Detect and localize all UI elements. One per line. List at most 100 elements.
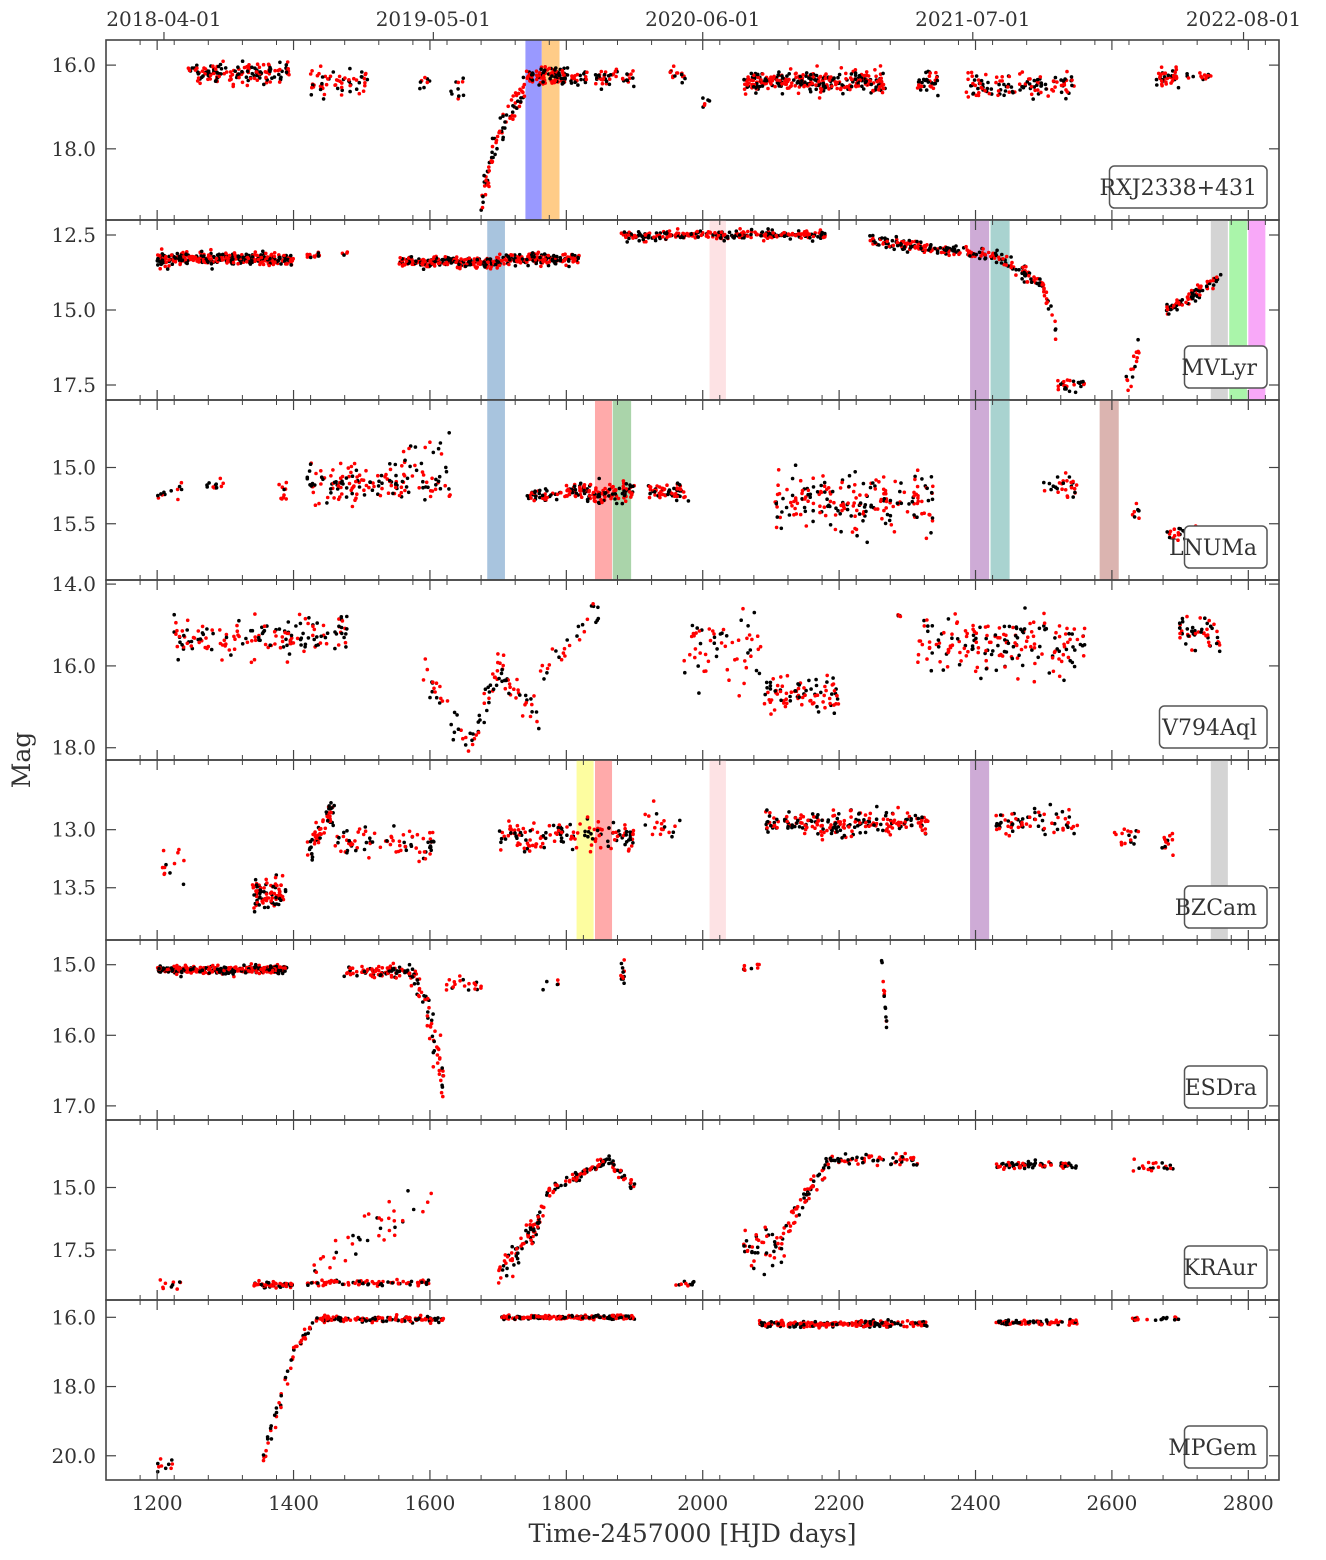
data-point-red	[1033, 88, 1037, 93]
data-point-black	[929, 668, 934, 673]
data-point-red	[352, 76, 356, 81]
data-point-red	[443, 254, 448, 259]
data-point-red	[800, 702, 804, 707]
data-point-black	[1067, 631, 1071, 636]
data-point-red	[313, 830, 317, 834]
data-point-black	[840, 836, 844, 840]
data-point-red	[778, 689, 783, 694]
data-point-red	[769, 75, 773, 79]
data-point-red	[996, 93, 1000, 98]
data-point-red	[496, 652, 500, 656]
data-point-red	[780, 684, 785, 688]
data-point-red	[278, 645, 283, 650]
data-point-red	[984, 72, 988, 77]
data-point-black	[447, 258, 452, 262]
data-point-red	[391, 838, 395, 843]
data-point-black	[583, 833, 587, 838]
data-point-black	[444, 465, 448, 470]
data-point-red	[407, 829, 412, 834]
y-tick-label: 18.0	[51, 137, 96, 161]
data-point-black	[541, 80, 545, 84]
data-point-black	[804, 71, 809, 75]
data-point-red	[255, 62, 260, 66]
data-point-red	[177, 634, 182, 639]
data-point-red	[230, 72, 235, 77]
data-point-red	[434, 681, 439, 685]
data-point-black	[271, 884, 276, 889]
data-point-red	[1031, 620, 1036, 624]
data-point-black	[808, 236, 812, 240]
data-point-black	[862, 818, 866, 822]
data-point-red	[772, 823, 777, 828]
data-point-black	[380, 481, 384, 486]
data-point-red	[512, 114, 517, 118]
data-point-red	[1042, 488, 1047, 493]
data-point-black	[209, 647, 214, 652]
data-point-red	[819, 87, 824, 92]
data-point-red	[196, 629, 201, 633]
data-point-black	[611, 820, 616, 825]
data-point-black	[429, 848, 434, 852]
data-point-black	[766, 830, 770, 834]
data-point-red	[629, 72, 633, 76]
data-point-black	[428, 695, 432, 700]
data-point-red	[273, 68, 277, 73]
data-point-red	[986, 624, 990, 629]
data-point-black	[625, 72, 629, 76]
data-point-black	[820, 818, 824, 823]
data-point-red	[966, 95, 971, 99]
data-point-black	[340, 631, 344, 636]
data-point-red	[339, 849, 343, 854]
data-point-red	[277, 482, 281, 487]
data-point-black	[872, 823, 876, 827]
data-point-red	[971, 627, 975, 632]
data-point-red	[185, 641, 190, 646]
data-point-black	[853, 73, 858, 78]
data-point-red	[608, 482, 612, 487]
data-point-black	[342, 253, 346, 257]
data-point-black	[273, 902, 277, 906]
data-point-red	[553, 831, 558, 835]
data-point-black	[294, 624, 298, 628]
data-point-red	[1031, 634, 1036, 639]
data-point-red	[768, 700, 773, 704]
data-point-red	[200, 624, 205, 629]
data-point-black	[307, 616, 311, 620]
data-point-black	[701, 96, 705, 100]
data-point-black	[1049, 304, 1053, 308]
data-point-red	[290, 259, 295, 263]
data-point-black	[1132, 515, 1137, 519]
data-point-black	[289, 253, 293, 258]
data-point-red	[362, 76, 367, 81]
data-point-red	[1042, 293, 1047, 298]
data-point-black	[790, 476, 795, 481]
data-point-red	[902, 490, 907, 495]
data-point-black	[775, 817, 779, 822]
data-point-black	[935, 78, 940, 83]
data-point-red	[340, 619, 345, 623]
data-point-black	[631, 484, 635, 489]
data-point-red	[915, 468, 920, 473]
data-point-red	[423, 857, 428, 861]
data-point-black	[497, 676, 501, 681]
data-point-black	[538, 488, 542, 493]
data-point-red	[659, 821, 664, 826]
data-point-red	[889, 523, 894, 527]
data-point-black	[637, 238, 641, 243]
data-point-red	[971, 81, 975, 86]
data-point-black	[800, 826, 805, 830]
data-point-red	[158, 266, 162, 271]
data-point-red	[823, 684, 827, 689]
data-point-black	[979, 78, 984, 83]
data-point-black	[573, 80, 577, 85]
data-point-red	[667, 830, 671, 835]
data-point-black	[777, 70, 781, 74]
data-point-red	[530, 843, 535, 848]
highlight-band	[970, 220, 990, 400]
data-point-red	[535, 719, 539, 724]
data-point-black	[803, 80, 807, 84]
data-point-red	[247, 65, 251, 70]
data-point-red	[1014, 643, 1019, 648]
data-point-black	[809, 77, 813, 81]
data-point-black	[763, 692, 767, 697]
